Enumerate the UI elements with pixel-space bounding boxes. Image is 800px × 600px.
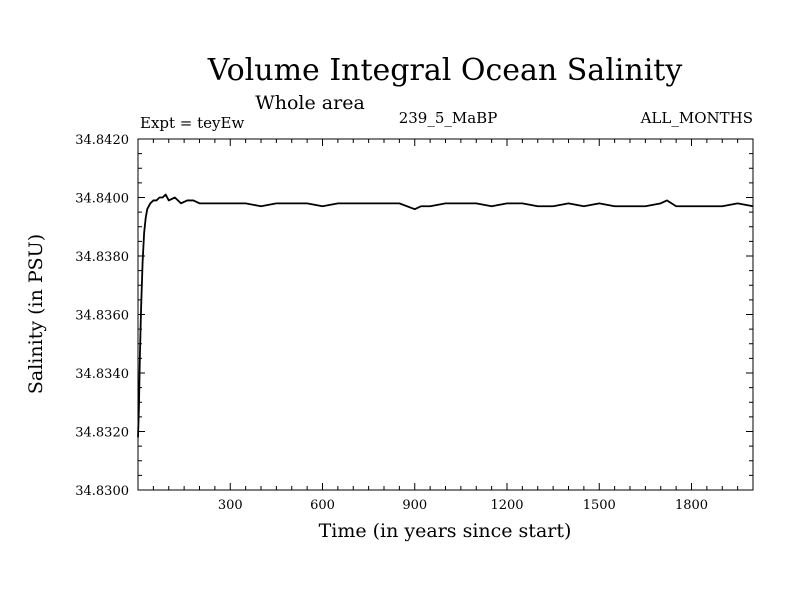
x-tick-label: 1500 xyxy=(583,498,616,513)
y-tick-label: 34.8360 xyxy=(75,309,129,324)
y-tick-label: 34.8420 xyxy=(75,133,129,148)
y-axis-label: Salinity (in PSU) xyxy=(25,234,47,394)
experiment-label: Expt = teyEw xyxy=(140,114,244,132)
chart-title: Volume Integral Ocean Salinity xyxy=(207,53,683,88)
y-tick-label: 34.8300 xyxy=(75,484,129,499)
x-tick-label: 900 xyxy=(402,498,427,513)
chart-subtitle: Whole area xyxy=(255,92,365,114)
x-tick-label: 600 xyxy=(310,498,335,513)
x-axis-label: Time (in years since start) xyxy=(319,520,572,542)
y-tick-label: 34.8320 xyxy=(75,426,129,441)
series-layer xyxy=(137,193,754,438)
y-tick-label: 34.8400 xyxy=(75,192,129,207)
x-tick-label: 300 xyxy=(218,498,243,513)
x-axis: 300 600 900 1200 1500 1800 xyxy=(152,139,739,513)
y-tick-label: 34.8340 xyxy=(75,367,129,382)
plot-frame xyxy=(137,138,754,491)
x-tick-label: 1200 xyxy=(490,498,523,513)
series-line xyxy=(137,193,754,438)
run-label: 239_5_MaBP xyxy=(399,109,498,127)
x-tick-label: 1800 xyxy=(675,498,708,513)
y-axis: 34.8300 34.8320 34.8340 34.8360 34.8380 34.84… xyxy=(75,133,753,499)
y-tick-label: 34.8380 xyxy=(75,250,129,265)
period-label: ALL_MONTHS xyxy=(640,109,753,127)
